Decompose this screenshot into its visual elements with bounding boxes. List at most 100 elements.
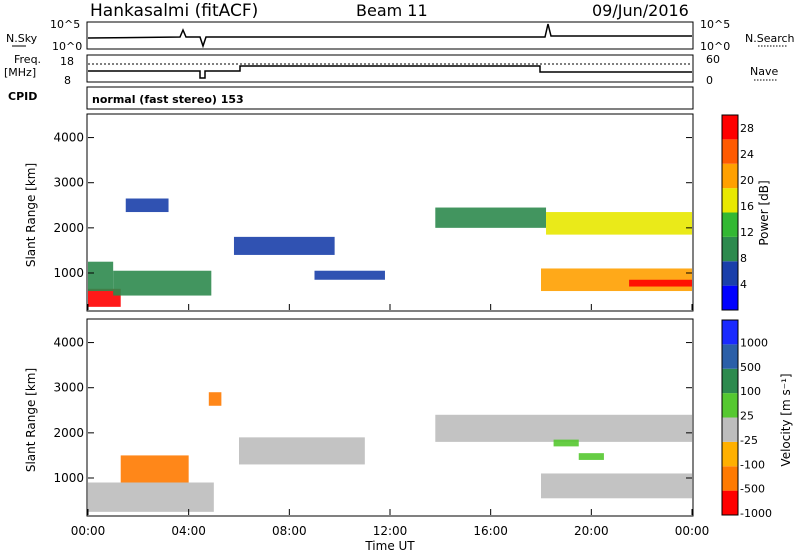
colorbar-tick-5: 24 [740,148,754,161]
noise-tick-left-top: 10^5 [50,18,80,31]
colorbar-tick-2: 12 [740,226,754,239]
station-title: Hankasalmi (fitACF) [90,1,258,21]
colorbar-tick-4: 20 [740,174,754,187]
velocity-y-ticks: 1000 2000 3000 4000 [53,336,692,485]
power-data-layer [88,198,692,307]
colorbar-swatch-7 [722,320,738,345]
x-tick-label-2: 08:00 [272,524,307,538]
colorbar-swatch-3 [722,417,738,442]
velocity-data-layer [88,392,692,512]
colorbar-swatch-0 [722,490,738,515]
nave-tick-bottom: 0 [706,74,713,87]
velocity-colorbar: 1000 500 100 25 -25 -100 -500 -1000 [721,319,772,520]
colorbar-tick-3: 16 [740,200,754,213]
beam-title: Beam 11 [356,1,428,20]
x-tick-label-3: 12:00 [373,524,408,538]
power-region-0 [88,288,121,307]
power-y-axis-label: Slant Range [km] [24,163,38,267]
freq-trace [88,65,692,79]
colorbar-swatch-1 [722,466,738,491]
noise-panel-frame [86,21,694,50]
y-tick-label-3: 4000 [53,131,84,145]
velocity-region-2 [208,392,222,406]
x-tick-label-4: 16:00 [473,524,508,538]
colorbar-swatch-4 [722,188,738,213]
y-tick-label-2: 3000 [53,381,84,395]
time-x-axis-label: Time UT [364,539,415,553]
power-region-4 [233,236,335,255]
freq-panel-frame [86,54,694,83]
y-tick-label-0: 1000 [53,471,84,485]
noise-sky-label: N.Sky [6,32,38,45]
y-tick-label-1: 2000 [53,221,84,235]
noise-search-label: N.Search [745,32,795,45]
colorbar-tick-1: 500 [740,361,761,374]
colorbar-tick-1: 8 [740,252,747,265]
power-region-6 [435,207,547,228]
colorbar-swatch-3 [722,212,738,237]
cpid-panel: CPID normal (fast stereo) 153 [8,86,694,110]
freq-tick-top: 18 [60,55,74,68]
power-region-1 [88,261,114,292]
x-tick-label-0: 00:00 [71,524,106,538]
velocity-region-3 [239,437,365,465]
freq-tick-bottom: 8 [64,74,71,87]
colorbar-tick-2: 100 [740,385,761,398]
freq-panel: Freq. [MHz] 18 8 60 0 Nave [4,53,778,87]
noise-tick-right-top: 10^5 [700,18,730,31]
y-tick-label-2: 3000 [53,176,84,190]
time-x-ticks: 00:00 04:00 08:00 12:00 16:00 20:00 00:00 [71,304,709,538]
noise-tick-left-bottom: 10^0 [52,40,82,53]
freq-label-1: Freq. [14,53,41,66]
power-y-ticks: 1000 2000 3000 4000 [53,131,692,280]
colorbar-tick-5: -100 [740,458,765,471]
power-colorbar-label: Power [dB] [757,180,771,245]
colorbar-tick-0: 4 [740,278,747,291]
colorbar-tick-4: -25 [740,434,758,447]
colorbar-frame [721,319,739,516]
power-region-3 [125,198,169,213]
colorbar-swatch-5 [722,368,738,394]
power-panel: 1000 2000 3000 4000 Slant Range [km] 4 8 12 16… [24,113,771,312]
power-region-5 [314,270,385,280]
noise-sky-trace [87,23,692,49]
velocity-region-7 [578,453,604,460]
x-tick-label-5: 20:00 [574,524,609,538]
colorbar-swatch-6 [722,344,738,369]
date-title: 09/Jun/2016 [592,1,689,20]
colorbar-swatch-1 [722,261,738,286]
colorbar-swatch-5 [722,163,738,189]
x-tick-label-1: 04:00 [171,524,206,538]
noise-panel: N.Sky 10^5 10^0 10^5 10^0 N.Search [6,18,795,53]
velocity-region-4 [435,414,692,442]
power-colorbar: 4 8 12 16 20 24 28 [721,114,754,311]
power-region-7 [546,212,692,235]
colorbar-frame [721,114,739,311]
colorbar-tick-6: 28 [740,122,754,135]
colorbar-tick-3: 25 [740,410,754,423]
cpid-text: normal (fast stereo) 153 [92,93,244,106]
freq-label-2: [MHz] [4,66,36,79]
y-tick-label-3: 4000 [53,336,84,350]
colorbar-swatch-2 [722,236,738,262]
velocity-region-5 [541,473,692,499]
velocity-y-axis-label: Slant Range [km] [24,368,38,472]
colorbar-swatch-7 [722,115,738,140]
colorbar-tick-6: -500 [740,483,765,496]
velocity-region-1 [120,455,189,483]
velocity-region-6 [553,439,579,447]
velocity-region-0 [88,482,214,512]
nave-label: Nave [750,65,778,78]
velocity-panel: 1000 2000 3000 4000 Slant Range [km] 1000 50… [24,318,793,520]
y-tick-label-1: 2000 [53,426,84,440]
colorbar-tick-0: 1000 [740,336,768,349]
y-tick-label-0: 1000 [53,266,84,280]
velocity-colorbar-label: Velocity [m s⁻¹] [779,373,793,466]
cpid-panel-frame [86,86,694,110]
colorbar-swatch-4 [722,393,738,418]
cpid-label: CPID [8,90,37,103]
colorbar-swatch-0 [722,285,738,310]
noise-tick-right-bottom: 10^0 [700,40,730,53]
power-region-2 [113,270,212,296]
